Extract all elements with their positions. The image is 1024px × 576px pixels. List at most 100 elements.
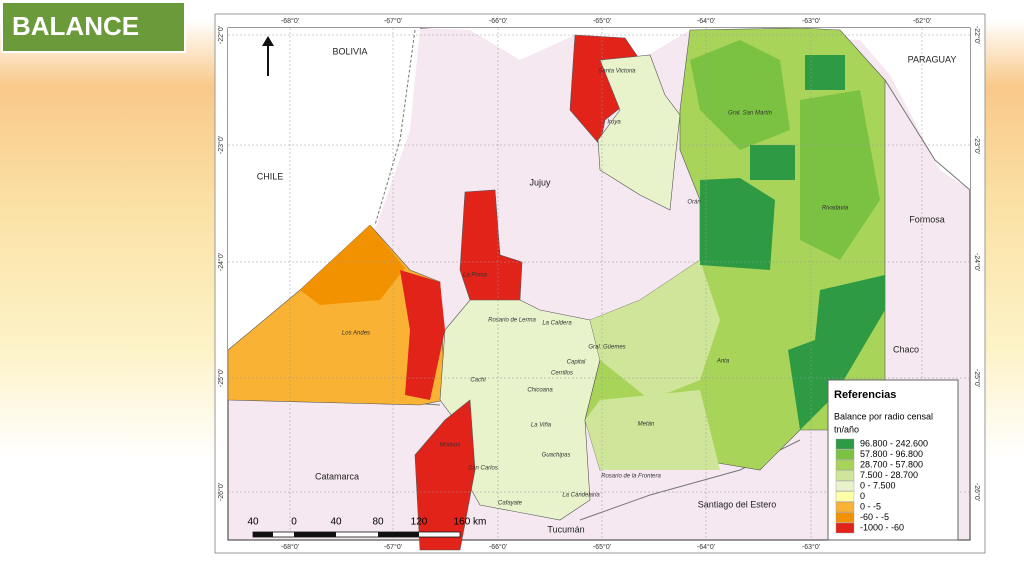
- dark-patch: [788, 275, 885, 430]
- region-label: Chaco: [893, 344, 919, 354]
- department-label: Metán: [638, 422, 655, 428]
- background-band: [985, 20, 1024, 460]
- scale-bar-segment: [378, 532, 419, 537]
- legend-swatch: [835, 470, 855, 481]
- legend-label: 96.800 - 242.600: [860, 438, 928, 448]
- legend-swatch: [835, 459, 855, 471]
- graticule-label: -64°0': [697, 17, 715, 25]
- paraguay: [890, 28, 970, 190]
- slide-title: BALANCE: [12, 11, 139, 41]
- department-label: Chicoana: [527, 388, 553, 394]
- legend-label: 0 - -5: [860, 501, 881, 511]
- legend-swatch: [835, 449, 855, 460]
- legend-label: 0 - 7.500: [860, 480, 896, 490]
- department-label: Rosario de Lerma: [488, 318, 536, 324]
- legend-swatch: [835, 512, 855, 523]
- graticule-label: -25°0': [217, 369, 225, 387]
- border: [884, 79, 971, 191]
- legend-label: 57.800 - 96.800: [860, 449, 923, 459]
- scale-label: 40: [247, 517, 259, 528]
- department-label: La Candelaria: [562, 493, 600, 499]
- scale-bar-frame: [252, 531, 461, 538]
- graticule-label: -26°0': [217, 483, 225, 501]
- graticule-label: -65°0': [593, 543, 611, 551]
- legend-title: Referencias: [834, 389, 896, 401]
- north-arrow-head: [262, 36, 274, 46]
- legend-swatch: [835, 491, 855, 502]
- graticule-label: -26°0': [973, 483, 981, 501]
- legend-swatch: [835, 480, 855, 492]
- department-label: Santa Victoria: [598, 69, 636, 75]
- graticule-label: -62°0': [913, 17, 931, 25]
- legend-swatch: [835, 438, 855, 450]
- department-label: Anta: [716, 359, 730, 365]
- san-martin: [690, 40, 790, 150]
- graticule-label: -22°0': [217, 26, 225, 44]
- metan: [585, 390, 720, 470]
- graticule-label: -65°0': [593, 17, 611, 25]
- background-band: [0, 20, 215, 460]
- graticule-label: -63°0': [802, 543, 820, 551]
- molinos: [414, 399, 476, 551]
- graticule-label: -63°0': [802, 17, 820, 25]
- department-label: La Viña: [531, 423, 552, 429]
- dark-patch: [700, 178, 775, 270]
- scale-label: 160 km: [454, 517, 487, 528]
- legend-label: 7.500 - 28.700: [860, 470, 918, 480]
- department-label: Cerrillos: [551, 371, 573, 377]
- graticule-label: -66°0': [489, 543, 507, 551]
- department-label: Guachipas: [542, 453, 571, 459]
- graticule: [228, 28, 970, 540]
- department-label: Molinos: [440, 443, 461, 449]
- legend-swatch: [835, 522, 855, 534]
- department-label: Iruya: [607, 120, 621, 126]
- legend-label: -60 - -5: [860, 512, 889, 522]
- region-label: Tucumán: [547, 524, 584, 534]
- dark-patch: [750, 145, 795, 180]
- graticule-label: -66°0': [489, 17, 507, 25]
- area-orange: [300, 225, 405, 305]
- bolivia: [420, 28, 900, 75]
- department-label: Orán: [687, 200, 701, 206]
- rivadavia: [800, 90, 880, 260]
- legend-label: 28.700 - 57.800: [860, 459, 923, 469]
- department-label: Cafayate: [498, 501, 523, 507]
- department-label: Gral. Güemes: [588, 345, 625, 351]
- title-box: [1, 1, 186, 53]
- legend-unit: tn/año: [834, 424, 859, 434]
- iruya: [597, 54, 681, 211]
- legend-label: -1000 - -60: [860, 522, 904, 532]
- scale-label: 120: [411, 517, 428, 528]
- scale-label: 0: [291, 517, 297, 528]
- chile: [228, 28, 420, 350]
- department-label: Capital: [567, 360, 586, 366]
- region-label: Formosa: [909, 214, 945, 224]
- region-label: Santiago del Estero: [698, 499, 777, 509]
- guemes: [590, 260, 720, 400]
- graticule-label: -25°0': [973, 369, 981, 387]
- legend-swatch: [835, 501, 855, 513]
- graticule-label: -64°0': [697, 543, 715, 551]
- scale-bar: [252, 531, 461, 538]
- department-label: Rivadavia: [822, 206, 849, 212]
- department-label: La Caldera: [542, 321, 572, 327]
- region-label: Catamarca: [315, 471, 359, 481]
- region-label: PARAGUAY: [908, 54, 957, 64]
- scale-label: 80: [372, 517, 384, 528]
- region-label: Jujuy: [529, 177, 551, 187]
- area-red: [400, 270, 445, 400]
- department-label: Cachi: [470, 378, 486, 384]
- department-label: Rosario de la Frontera: [601, 474, 661, 480]
- department-label: Gral. San Martín: [728, 111, 773, 117]
- graticule-label: -68°0': [281, 17, 299, 25]
- region-label: BOLIVIA: [332, 46, 367, 56]
- dark-patch: [805, 55, 845, 90]
- graticule-label: -24°0': [217, 253, 225, 271]
- graticule-label: -23°0': [217, 136, 225, 154]
- graticule-label: -23°0': [973, 136, 981, 154]
- department-label: San Carlos: [468, 466, 498, 472]
- scale-label: 40: [330, 517, 342, 528]
- legend-subtitle: Balance por radio censal: [834, 411, 933, 421]
- graticule-label: -22°0': [973, 26, 981, 44]
